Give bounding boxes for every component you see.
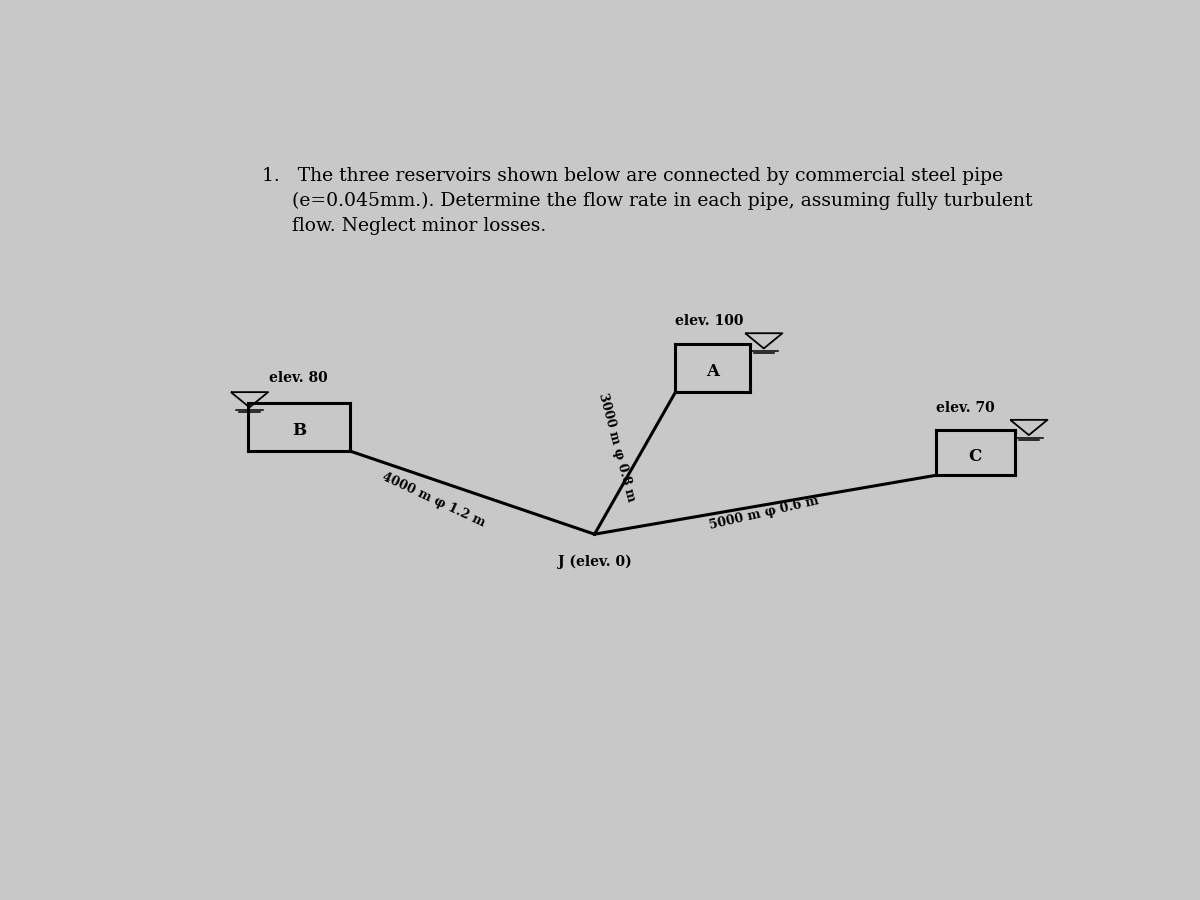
Text: 5000 m φ 0.6 m: 5000 m φ 0.6 m — [708, 494, 820, 532]
Text: 3000 m φ 0.8 m: 3000 m φ 0.8 m — [596, 392, 637, 503]
Text: 1.   The three reservoirs shown below are connected by commercial steel pipe
   : 1. The three reservoirs shown below are … — [262, 166, 1032, 235]
Text: J (elev. 0): J (elev. 0) — [558, 555, 631, 570]
Text: C: C — [968, 448, 982, 465]
Text: 4000 m φ 1.2 m: 4000 m φ 1.2 m — [380, 470, 487, 529]
Text: A: A — [706, 363, 719, 380]
Text: elev. 70: elev. 70 — [936, 401, 995, 415]
Text: elev. 100: elev. 100 — [676, 314, 744, 328]
Text: elev. 80: elev. 80 — [269, 371, 328, 385]
Text: B: B — [292, 422, 306, 438]
